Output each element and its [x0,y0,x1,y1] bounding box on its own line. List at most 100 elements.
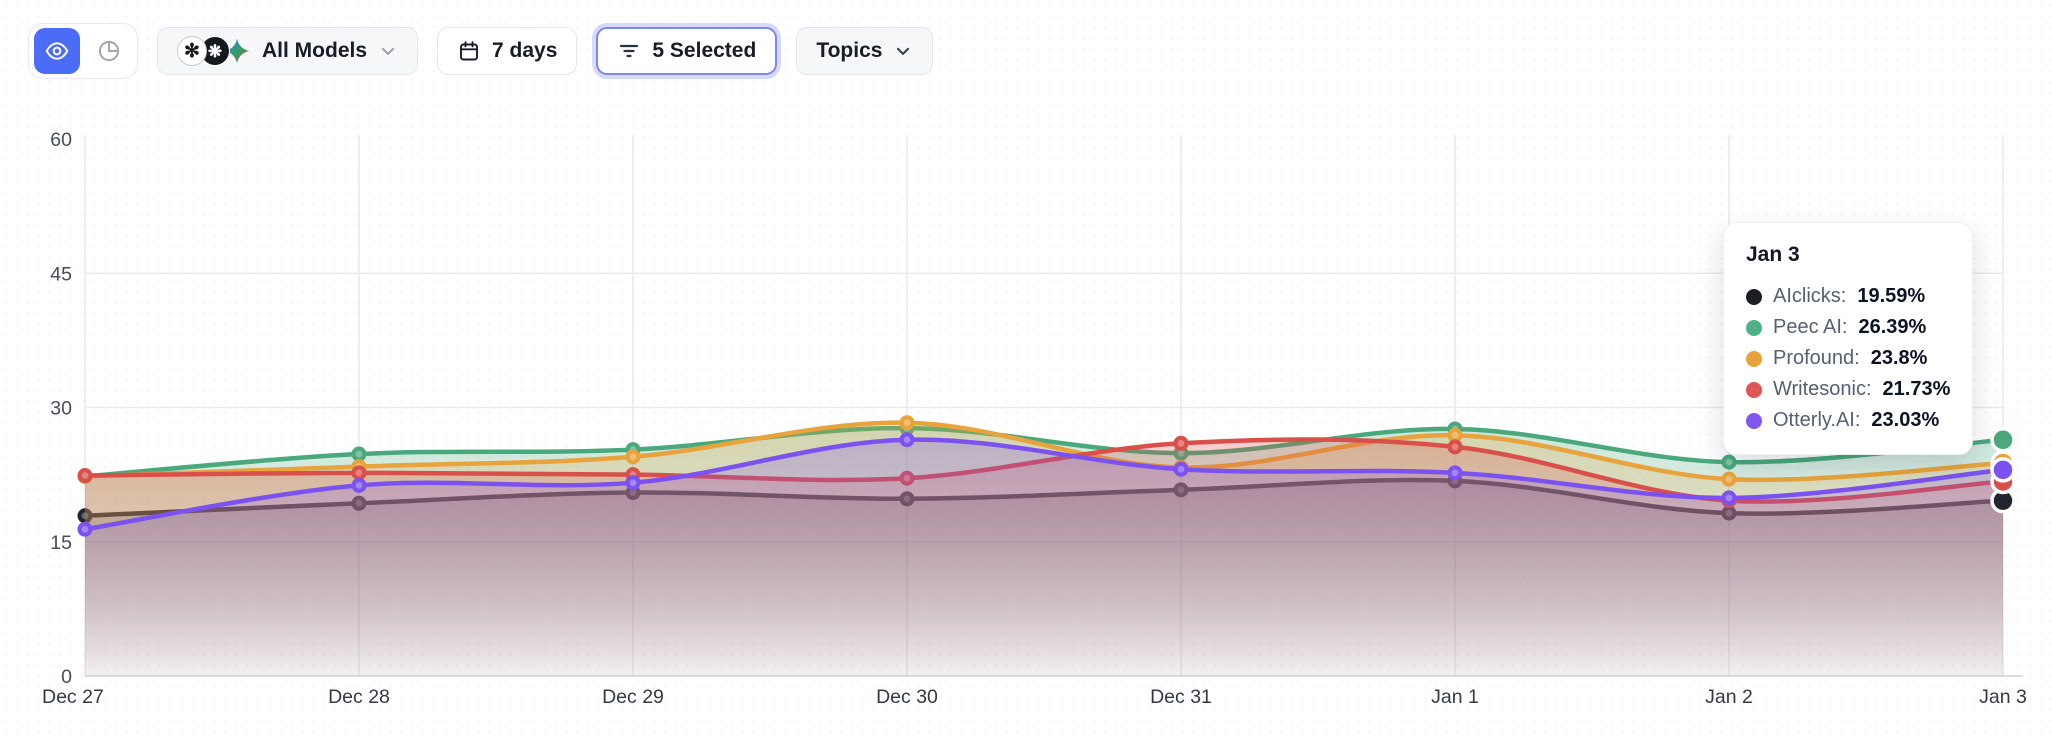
end-data-point[interactable] [1990,457,2016,483]
data-point-center [355,469,363,477]
chart-view-button[interactable] [86,28,132,74]
data-point-center [1177,465,1185,473]
data-point[interactable] [351,477,367,493]
data-point-center [81,472,89,479]
data-point-center [355,481,363,489]
date-range-button[interactable]: 7 days [437,27,578,75]
series-area-otterly-ai [85,439,2003,676]
topics-dropdown-label: Topics [816,39,883,62]
tooltip-date: Jan 3 [1746,243,1800,266]
filter-lines-icon [617,39,641,63]
data-point-center [1177,439,1185,447]
data-point-center [1451,431,1459,439]
series-name: Peec AI: [1773,316,1848,338]
data-point-center [629,479,637,487]
tooltip-rows: AIclicks: 19.59% Peec AI: 26.39% Profound: 23… [1746,281,1950,436]
data-point[interactable] [77,521,93,537]
data-point[interactable] [1173,435,1189,451]
chevron-down-icon [893,41,913,61]
series-value: 23.8% [1870,347,1928,369]
data-point[interactable] [1721,471,1737,487]
x-axis-label: Jan 1 [1431,686,1479,708]
data-point[interactable] [77,468,93,484]
tooltip-row: Otterly.AI: 23.03% [1746,405,1950,436]
y-axis-label: 45 [50,263,72,285]
data-point-center [1451,469,1459,477]
series-color-dot [1746,319,1762,336]
tooltip-row: AIclicks: 19.59% [1746,281,1950,312]
data-point[interactable] [1447,465,1463,481]
data-point[interactable] [625,449,641,465]
series-color-dot [1746,350,1762,367]
tooltip-row: Peec AI: 26.39% [1746,312,1950,343]
series-name: Profound: [1773,347,1860,369]
series-line-otterly-ai [82,437,2006,532]
models-dropdown[interactable]: ✻ ❋ All Models [157,27,419,75]
chevron-down-icon [378,41,398,61]
series-name: Otterly.AI: [1773,409,1861,431]
y-axis-label: 30 [50,398,72,420]
filter-button[interactable]: 5 Selected [596,27,778,75]
x-axis-label: Jan 2 [1705,686,1753,708]
x-axis-label: Dec 30 [876,686,938,708]
model-logos: ✻ ❋ [177,36,251,66]
series-name: Writesonic: [1773,378,1872,400]
filter-button-label: 5 Selected [652,39,757,62]
y-axis-label: 60 [50,129,72,151]
series-name: AIclicks: [1773,285,1847,307]
series-color-dot [1746,412,1762,429]
x-axis-label: Jan 3 [1979,686,2027,708]
pie-chart-icon [96,38,122,64]
data-point-center [629,453,637,461]
data-point[interactable] [351,465,367,481]
data-point[interactable] [1447,427,1463,443]
data-point-center [1725,475,1733,483]
data-point[interactable] [1721,454,1737,470]
chart-tooltip: Jan 3 AIclicks: 19.59% Peec AI: 26.39% Profo… [1723,222,1973,455]
data-point[interactable] [1173,461,1189,477]
toolbar: ✻ ❋ All Models [28,23,934,79]
data-point[interactable] [899,432,915,448]
data-point-center [1725,458,1733,466]
series-value: 23.03% [1871,409,1940,431]
calendar-icon [457,39,481,63]
eye-icon [44,38,70,64]
visibility-view-button[interactable] [34,28,80,74]
series-value: 19.59% [1857,285,1926,307]
topics-dropdown[interactable]: Topics [796,27,934,75]
date-range-label: 7 days [492,39,558,62]
data-point[interactable] [1721,490,1737,506]
dark-ai-model-icon: ❋ [200,36,230,66]
openai-icon: ✻ [177,36,207,66]
series-line-peec-ai [82,425,2006,479]
data-point-center [81,525,89,533]
end-data-point[interactable] [1990,427,2016,453]
data-point-center [355,450,363,458]
x-axis-label: Dec 28 [328,686,390,708]
data-point[interactable] [351,446,367,462]
tooltip-row: Writesonic: 21.73% [1746,374,1950,405]
data-point[interactable] [899,415,915,431]
x-axis-label: Dec 31 [1150,686,1212,708]
data-point[interactable] [1447,439,1463,455]
data-point-center [1725,494,1733,502]
view-toggle [28,23,138,79]
data-point-center [903,436,911,444]
data-point-center [903,419,911,427]
data-point[interactable] [625,475,641,491]
series-color-dot [1746,288,1762,305]
series-line-profound [82,420,2006,483]
series-value: 26.39% [1858,316,1927,338]
y-axis-label: 0 [61,666,72,688]
tooltip-row: Profound: 23.8% [1746,343,1950,374]
gemini-icon [223,37,251,65]
series-color-dot [1746,381,1762,398]
models-dropdown-label: All Models [262,39,368,62]
x-axis-label: Dec 29 [602,686,664,708]
series-value: 21.73% [1882,378,1951,400]
x-axis-label: Dec 27 [42,686,104,708]
data-point-center [1451,443,1459,451]
